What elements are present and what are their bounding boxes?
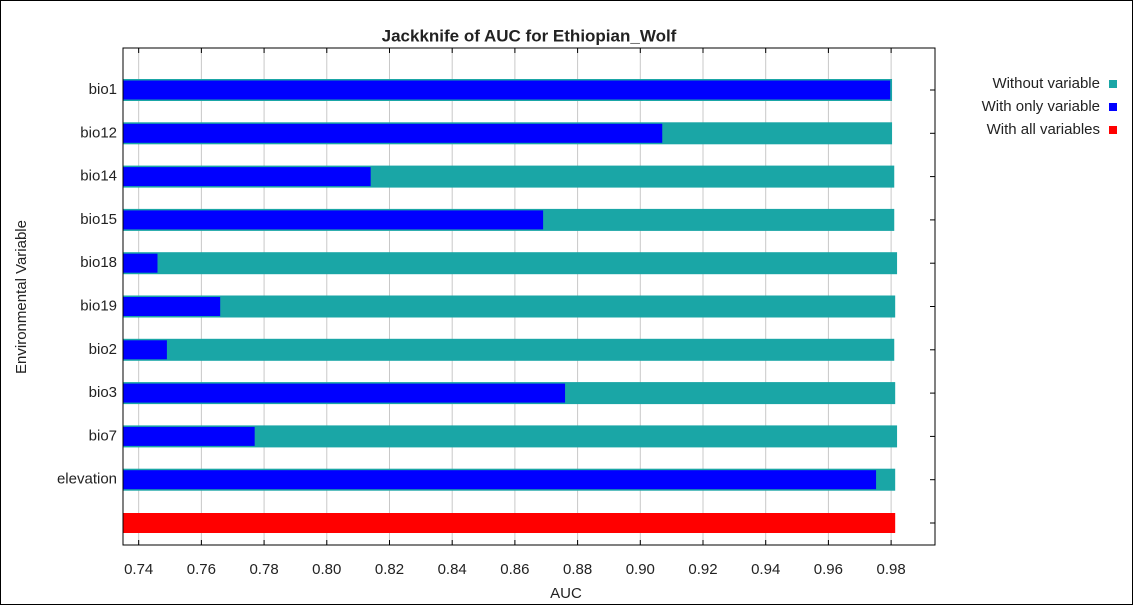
bar	[123, 426, 255, 446]
x-axis-label: AUC	[550, 585, 582, 602]
x-tick-label: 0.78	[249, 561, 278, 578]
bar	[123, 167, 371, 187]
legend-label: With only variable	[982, 98, 1100, 115]
x-tick-label: 0.96	[814, 561, 843, 578]
chart-title: Jackknife of AUC for Ethiopian_Wolf	[382, 26, 677, 45]
y-tick-label: bio7	[89, 427, 117, 444]
y-tick-label: elevation	[57, 471, 117, 488]
bar	[123, 383, 566, 403]
bar	[123, 80, 891, 100]
x-tick-label: 0.92	[688, 561, 717, 578]
x-tick-label: 0.74	[124, 561, 153, 578]
bar	[123, 340, 167, 360]
bar	[123, 470, 877, 490]
bar	[123, 295, 896, 318]
y-tick-label: bio18	[80, 254, 117, 271]
bar	[123, 253, 158, 273]
y-axis-label: Environmental Variable	[13, 220, 30, 374]
x-tick-label: 0.82	[375, 561, 404, 578]
x-tick-label: 0.84	[438, 561, 467, 578]
y-tick-label: bio15	[80, 211, 117, 228]
bar	[123, 210, 544, 230]
x-tick-label: 0.86	[500, 561, 529, 578]
y-tick-label: bio3	[89, 384, 117, 401]
legend-label: Without variable	[992, 75, 1100, 92]
x-tick-label: 0.80	[312, 561, 341, 578]
y-tick-label: bio2	[89, 341, 117, 358]
legend-swatch	[1109, 80, 1117, 88]
bar	[123, 513, 896, 533]
y-tick-label: bio1	[89, 81, 117, 98]
legend-swatch	[1109, 126, 1117, 134]
legend-swatch	[1109, 103, 1117, 111]
bar	[123, 252, 898, 275]
y-tick-label: bio14	[80, 168, 117, 185]
x-tick-label: 0.88	[563, 561, 592, 578]
x-tick-label: 0.76	[187, 561, 216, 578]
x-tick-label: 0.94	[751, 561, 780, 578]
bar	[123, 297, 221, 316]
x-tick-label: 0.98	[877, 561, 906, 578]
bar	[123, 425, 898, 448]
y-tick-label: bio12	[80, 124, 117, 141]
bar	[123, 123, 663, 143]
legend-label: With all variables	[987, 121, 1100, 138]
y-tick-label: bio19	[80, 297, 117, 314]
bar	[123, 338, 895, 361]
plot-border	[122, 47, 936, 546]
x-tick-label: 0.90	[626, 561, 655, 578]
